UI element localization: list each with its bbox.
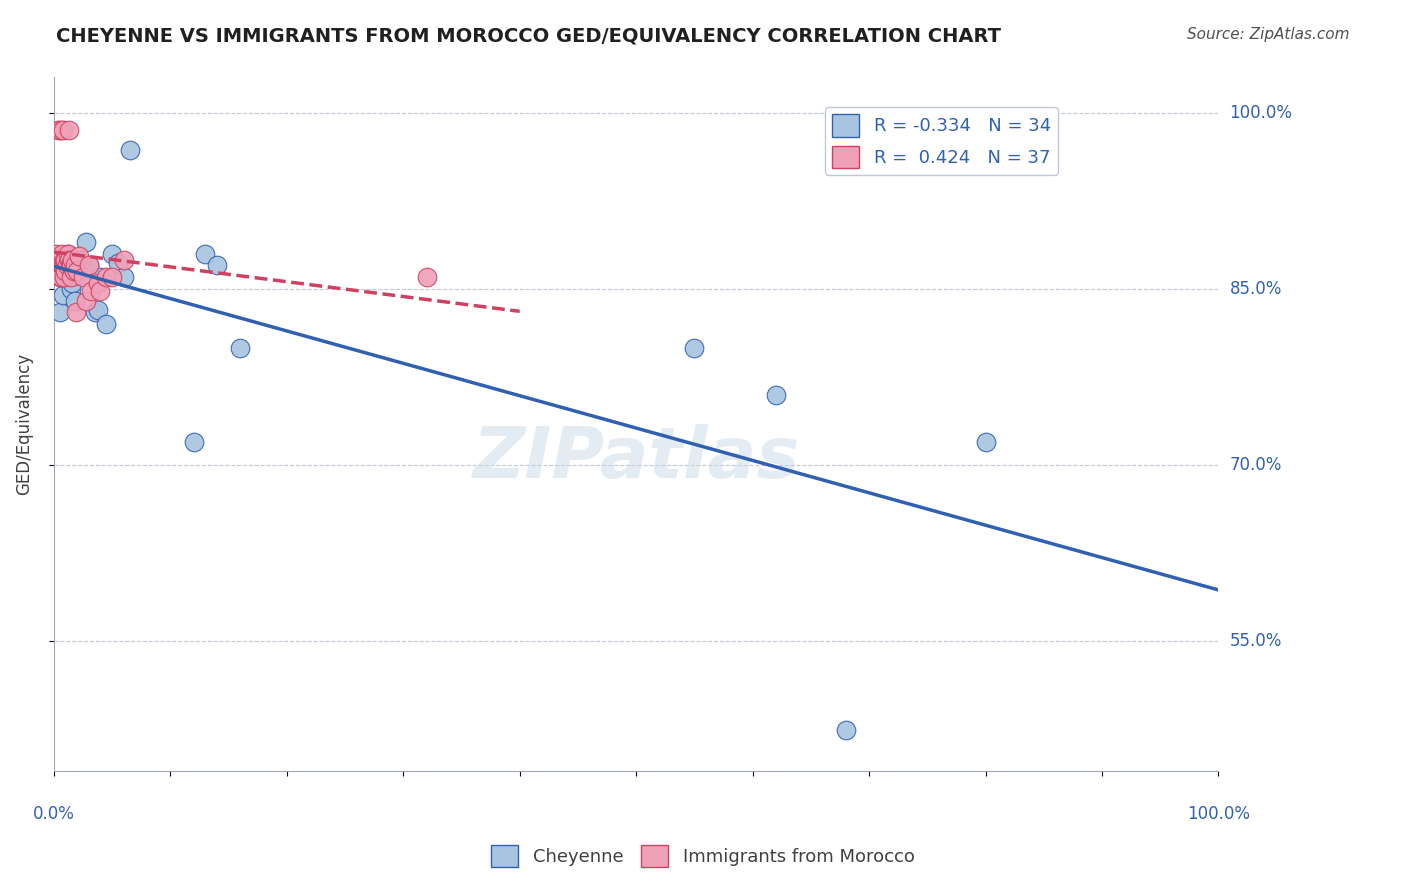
Point xyxy=(56,246,79,260)
Point xyxy=(65,305,87,319)
Point xyxy=(55,264,77,278)
Point xyxy=(683,341,706,355)
Point xyxy=(58,123,80,137)
Point xyxy=(55,252,77,267)
Text: 100.0%: 100.0% xyxy=(1230,103,1292,121)
Point xyxy=(56,246,79,260)
Point xyxy=(66,264,89,278)
Point xyxy=(89,270,111,285)
Point xyxy=(51,259,73,273)
Point xyxy=(48,123,70,137)
Point xyxy=(80,285,103,299)
Point xyxy=(60,270,83,285)
Point xyxy=(59,259,82,273)
Point xyxy=(765,388,787,402)
Point xyxy=(62,264,84,278)
Point xyxy=(96,317,118,331)
Point xyxy=(51,246,73,260)
Point xyxy=(49,123,72,137)
Point xyxy=(118,143,141,157)
Point xyxy=(53,252,76,267)
Point xyxy=(46,259,69,273)
Point xyxy=(58,252,80,267)
Point xyxy=(69,249,91,263)
Text: Source: ZipAtlas.com: Source: ZipAtlas.com xyxy=(1187,27,1350,42)
Point xyxy=(62,252,84,267)
Text: CHEYENNE VS IMMIGRANTS FROM MOROCCO GED/EQUIVALENCY CORRELATION CHART: CHEYENNE VS IMMIGRANTS FROM MOROCCO GED/… xyxy=(56,27,1001,45)
Point xyxy=(63,259,86,273)
Point xyxy=(87,303,110,318)
Text: 85.0%: 85.0% xyxy=(1230,280,1282,298)
Legend: Cheyenne, Immigrants from Morocco: Cheyenne, Immigrants from Morocco xyxy=(484,838,922,874)
Text: 70.0%: 70.0% xyxy=(1230,456,1282,475)
Point xyxy=(87,276,110,290)
Point xyxy=(60,282,83,296)
Point xyxy=(835,723,858,737)
Point xyxy=(112,252,135,267)
Point xyxy=(83,305,105,319)
Point xyxy=(112,270,135,285)
Point xyxy=(45,246,67,260)
Point xyxy=(101,270,124,285)
Point xyxy=(77,259,100,273)
Point xyxy=(52,123,75,137)
Y-axis label: GED/Equivalency: GED/Equivalency xyxy=(15,353,32,495)
Point xyxy=(72,270,94,285)
Point xyxy=(48,270,70,285)
Point xyxy=(55,249,77,263)
Point xyxy=(77,259,100,273)
Text: 0.0%: 0.0% xyxy=(32,805,75,823)
Point xyxy=(55,264,77,278)
Point xyxy=(96,270,118,285)
Point xyxy=(63,293,86,308)
Point xyxy=(48,270,70,285)
Point xyxy=(194,246,217,260)
Text: 100.0%: 100.0% xyxy=(1187,805,1250,823)
Point xyxy=(75,293,97,308)
Legend: R = -0.334   N = 34, R =  0.424   N = 37: R = -0.334 N = 34, R = 0.424 N = 37 xyxy=(825,107,1059,175)
Point xyxy=(89,285,111,299)
Point xyxy=(60,259,83,273)
Point xyxy=(55,259,77,273)
Point xyxy=(52,259,75,273)
Point xyxy=(60,270,83,285)
Point xyxy=(49,270,72,285)
Point xyxy=(52,288,75,302)
Point xyxy=(62,252,84,267)
Point xyxy=(107,256,129,270)
Point xyxy=(58,259,80,273)
Point xyxy=(62,276,84,290)
Point xyxy=(48,305,70,319)
Point xyxy=(72,260,94,275)
Point xyxy=(75,235,97,249)
Point xyxy=(415,270,437,285)
Point xyxy=(69,252,91,267)
Point xyxy=(48,252,70,267)
Text: 55.0%: 55.0% xyxy=(1230,632,1282,650)
Point xyxy=(974,434,997,449)
Point xyxy=(53,270,76,285)
Text: ZIPatlas: ZIPatlas xyxy=(472,425,800,493)
Point xyxy=(205,259,228,273)
Point xyxy=(183,434,205,449)
Point xyxy=(229,341,252,355)
Point xyxy=(101,246,124,260)
Point xyxy=(66,268,89,282)
